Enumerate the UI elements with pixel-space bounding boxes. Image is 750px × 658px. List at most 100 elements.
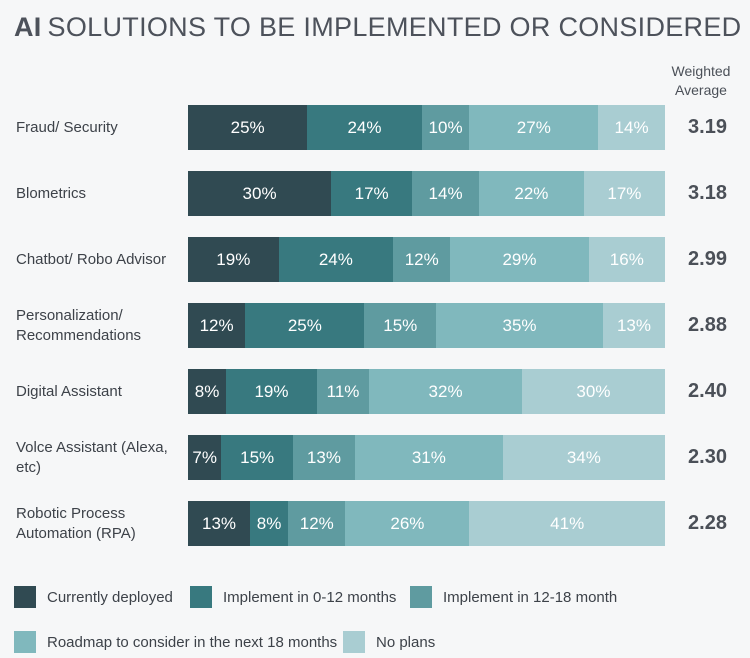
weighted-average-value: 3.18 (688, 182, 727, 204)
row-label: Digital Assistant (16, 382, 122, 400)
bar-segment: 31% (354, 435, 503, 480)
legend-label: Implement in 0-12 months (223, 588, 397, 606)
row-label: Robotic Process Automation (RPA) (16, 505, 136, 542)
bar-segment: 30% (188, 171, 332, 216)
stacked-bar: 13% 8% 12% 26% 41% (188, 501, 665, 546)
row-label: Blometrics (16, 184, 87, 202)
stacked-bar: 7% 15% 13% 31% 34% (188, 435, 665, 480)
bar-segment: 13% (188, 501, 250, 546)
segment-value: 10% (428, 117, 463, 137)
stacked-bar: 8% 19% 11% 32% 30% (188, 369, 665, 414)
segment-value: 25% (230, 117, 265, 137)
weighted-average-value: 2.28 (688, 512, 727, 534)
bar-segment: 17% (583, 171, 665, 216)
bar-segment: 13% (602, 303, 665, 348)
bar-segment: 30% (521, 369, 665, 414)
segment-value: 13% (201, 513, 237, 533)
segment-value: 14% (428, 183, 463, 203)
weighted-average-value: 2.99 (688, 248, 727, 270)
bar-segment: 19% (226, 369, 317, 414)
segment-value: 14% (614, 117, 649, 137)
legend-row: Roadmap to consider in the next 18 month… (14, 631, 744, 653)
segment-value: 19% (254, 381, 289, 401)
segment-value: 25% (287, 315, 322, 335)
legend-swatch (343, 631, 365, 653)
bar-segment: 17% (331, 171, 413, 216)
chart-row: Digital Assistant 8% 19% 11% 32% 30% 2.40 (0, 369, 750, 414)
segment-value: 7% (192, 447, 217, 467)
legend-label: Implement in 12-18 month (443, 588, 618, 606)
bar-segment: 24% (278, 237, 394, 282)
segment-value: 11% (326, 381, 360, 401)
legend-swatch (410, 586, 432, 608)
chart-legend: Currently deployed Implement in 0-12 mon… (14, 586, 744, 658)
bar-segment: 32% (369, 369, 522, 414)
segment-value: 34% (566, 447, 601, 467)
segment-value: 22% (514, 183, 549, 203)
stacked-bar: 25% 24% 10% 27% 14% (188, 105, 665, 150)
legend-swatch (14, 631, 36, 653)
segment-value: 30% (576, 381, 611, 401)
stacked-bar: 19% 24% 12% 29% 16% (188, 237, 665, 282)
page-title-ai: AI (14, 12, 42, 42)
row-label: Personalization/ Recommendations (16, 307, 142, 344)
legend-item: No plans (343, 631, 435, 653)
bar-segment: 26% (345, 501, 470, 546)
segment-value: 16% (609, 249, 644, 269)
page-title-rest: SOLUTIONS TO BE IMPLEMENTED OR CONSIDERE… (47, 12, 742, 42)
segment-value: 15% (240, 447, 275, 467)
segment-value: 31% (411, 447, 446, 467)
chart-row: Chatbot/ Robo Advisor 19% 24% 12% 29% 16% 2.… (0, 237, 750, 282)
stacked-bar: 12% 25% 15% 35% 13% (188, 303, 665, 348)
bar-segment: 12% (288, 501, 346, 546)
legend-item: Implement in 0-12 months (190, 586, 410, 608)
segment-value: 13% (306, 447, 341, 467)
bar-segment: 19% (188, 237, 279, 282)
bar-segment: 14% (412, 171, 479, 216)
legend-item: Currently deployed (14, 586, 190, 608)
stacked-bar: 30% 17% 14% 22% 17% (188, 171, 665, 216)
legend-row: Currently deployed Implement in 0-12 mon… (14, 586, 744, 608)
bar-segment: 13% (292, 435, 355, 480)
segment-value: 8% (256, 513, 282, 533)
bar-segment: 25% (188, 105, 308, 150)
chart-row: Volce Assistant (Alexa, etc) 7% 15% 13% 31%… (0, 435, 750, 480)
legend-item: Implement in 12-18 month (410, 586, 617, 608)
chart-row: Robotic Process Automation (RPA) 13% 8% 12… (0, 501, 750, 546)
chart-row: Blometrics 30% 17% 14% 22% 17% 3.18 (0, 171, 750, 216)
segment-value: 12% (199, 315, 234, 335)
weighted-average-value: 2.30 (688, 446, 727, 468)
legend-swatch (190, 586, 212, 608)
weighted-average-header: Weighted Average (656, 62, 746, 100)
bar-segment: 8% (188, 369, 227, 414)
legend-swatch (14, 586, 36, 608)
segment-value: 29% (502, 249, 537, 269)
segment-value: 17% (607, 183, 642, 203)
segment-value: 26% (390, 513, 425, 533)
bar-segment: 8% (250, 501, 289, 546)
weighted-average-value: 3.19 (688, 116, 727, 138)
bar-segment: 12% (188, 303, 246, 348)
bar-segment: 15% (364, 303, 437, 348)
segment-value: 15% (383, 315, 418, 335)
segment-value: 24% (347, 117, 382, 137)
legend-label: No plans (376, 633, 436, 651)
bar-segment: 15% (221, 435, 293, 480)
bar-segment: 25% (245, 303, 365, 348)
bar-segment: 7% (188, 435, 222, 480)
row-label: Volce Assistant (Alexa, etc) (16, 439, 168, 476)
bar-segment: 12% (393, 237, 451, 282)
segment-value: 8% (194, 381, 220, 401)
segment-value: 35% (502, 315, 537, 335)
row-label: Chatbot/ Robo Advisor (16, 250, 167, 268)
segment-value: 24% (318, 249, 353, 269)
segment-value: 12% (404, 249, 439, 269)
segment-value: 17% (354, 183, 389, 203)
bar-segment: 29% (450, 237, 589, 282)
legend-label: Currently deployed (47, 588, 173, 606)
bar-segment: 14% (598, 105, 665, 150)
segment-value: 41% (550, 513, 585, 533)
weighted-average-value: 2.88 (688, 314, 727, 336)
bar-segment: 34% (502, 435, 665, 480)
weighted-average-header-line2: Average (675, 81, 727, 98)
